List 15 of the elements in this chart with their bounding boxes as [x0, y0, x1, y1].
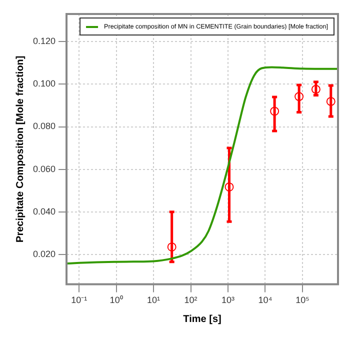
y-tick-label: 0.120	[32, 36, 56, 46]
y-axis-title: Precipitate Composition [Mole fraction]	[14, 56, 26, 242]
x-tick-label: 10³	[222, 295, 235, 306]
x-axis-title: Time [s]	[183, 314, 222, 325]
y-tick-label: 0.020	[32, 248, 56, 259]
x-tick-label: 10¹	[147, 295, 160, 306]
y-tick-label: 0.080	[32, 121, 56, 132]
x-tick-label: 10⁰	[110, 295, 123, 306]
x-tick-label: 10⁴	[258, 295, 272, 306]
y-tick-label: 0.040	[32, 206, 56, 216]
x-tick-label: 10²	[184, 295, 198, 306]
x-tick-label: 10⁻¹	[71, 295, 88, 306]
x-tick-label: 10⁵	[296, 295, 310, 306]
y-tick-label: 0.100	[32, 78, 56, 89]
y-tick-label: 0.060	[32, 164, 56, 174]
